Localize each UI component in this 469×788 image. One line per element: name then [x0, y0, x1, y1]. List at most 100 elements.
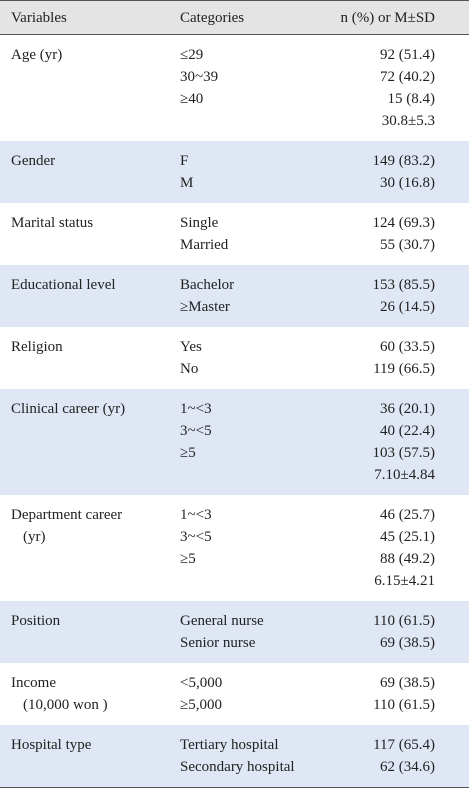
cell-line: 6.15±4.21: [374, 573, 435, 589]
cell-line: 55 (30.7): [380, 237, 435, 253]
cell-line: No: [180, 361, 199, 377]
category-cell: Bachelor ≥Master: [180, 274, 234, 318]
cell-line: 110 (61.5): [373, 613, 435, 629]
category-cell: Tertiary hospital Secondary hospital: [180, 734, 295, 778]
value-cell: 110 (61.5) 69 (38.5): [373, 610, 435, 654]
cell-line: (yr): [23, 529, 46, 545]
cell-line: 3~<5: [180, 423, 212, 439]
cell-line: <5,000: [180, 675, 223, 691]
cell-line: Income: [11, 675, 56, 691]
variable-cell: Age (yr): [11, 44, 62, 66]
cell-line: ≥5: [180, 551, 196, 567]
cell-line: 30 (16.8): [380, 175, 435, 191]
table-row: Marital status Single Married 124 (69.3) 55 …: [0, 203, 469, 265]
variable-cell: Clinical career (yr): [11, 398, 125, 420]
cell-line: ≥5,000: [180, 697, 222, 713]
cell-line: Married: [180, 237, 229, 253]
cell-line: 1~<3: [180, 401, 212, 417]
cell-line: 36 (20.1): [380, 401, 435, 417]
variable-cell: Income (10,000 won ): [11, 672, 108, 716]
header-cell: Variables: [11, 10, 67, 26]
cell-line: 110 (61.5): [373, 697, 435, 713]
cell-line: M: [180, 175, 194, 191]
value-cell: 92 (51.4) 72 (40.2) 15 (8.4) 30.8±5.3: [380, 44, 435, 132]
category-cell: <5,000 ≥5,000: [180, 672, 222, 716]
cell-line: 46 (25.7): [380, 507, 435, 523]
cell-line: Hospital type: [11, 737, 92, 753]
cell-line: Educational level: [11, 277, 116, 293]
cell-line: 92 (51.4): [380, 47, 435, 63]
cell-line: 124 (69.3): [372, 215, 436, 231]
table-row: Clinical career (yr) 1~<3 3~<5 ≥5 36 (20.1) 4…: [0, 389, 469, 495]
cell-line: Marital status: [11, 215, 94, 231]
cell-line: 45 (25.1): [380, 529, 435, 545]
cell-line: ≤29: [180, 47, 204, 63]
cell-line: 149 (83.2): [372, 153, 436, 169]
table-row: Educational level Bachelor ≥Master 153 (85.…: [0, 265, 469, 327]
value-cell: 69 (38.5) 110 (61.5): [373, 672, 435, 716]
value-cell: 117 (65.4) 62 (34.6): [373, 734, 435, 778]
cell-line: Religion: [11, 339, 63, 355]
category-cell: 1~<3 3~<5 ≥5: [180, 398, 212, 464]
variable-cell: Position: [11, 610, 60, 632]
cell-line: ≥Master: [180, 299, 230, 315]
value-cell: 149 (83.2) 30 (16.8): [373, 150, 436, 194]
value-cell: 124 (69.3) 55 (30.7): [373, 212, 436, 256]
value-cell: 46 (25.7) 45 (25.1) 88 (49.2) 6.15±4.21: [374, 504, 435, 592]
category-cell: Yes No: [180, 336, 202, 380]
table-row: Gender F M 149 (83.2) 30 (16.8): [0, 141, 469, 203]
variable-cell: Hospital type: [11, 734, 91, 756]
cell-line: (10,000 won ): [23, 697, 108, 713]
header-row: Variables Categories n (%) or M±SD: [0, 1, 469, 35]
table-row: Income (10,000 won ) <5,000 ≥5,000 69 (38.5)…: [0, 663, 469, 725]
cell-line: 62 (34.6): [380, 759, 435, 775]
category-cell: ≤29 30~39 ≥40: [180, 44, 218, 110]
category-cell: Single Married: [180, 212, 228, 256]
variable-cell: Gender: [11, 150, 55, 172]
category-cell: 1~<3 3~<5 ≥5: [180, 504, 212, 570]
cell-line: ≥40: [180, 91, 204, 107]
variable-cell: Educational level: [11, 274, 116, 296]
table-row: Hospital type Tertiary hospital Secondary …: [0, 725, 469, 787]
cell-line: Secondary hospital: [180, 759, 295, 775]
variable-cell: Marital status: [11, 212, 93, 234]
cell-line: 30~39: [180, 69, 219, 85]
cell-line: 72 (40.2): [380, 69, 435, 85]
cell-line: 7.10±4.84: [374, 467, 435, 483]
cell-line: Bachelor: [180, 277, 235, 293]
table-row: Age (yr) ≤29 30~39 ≥40 92 (51.4) 72 (40.2) 15 …: [0, 35, 469, 141]
cell-line: ≥5: [180, 445, 196, 461]
cell-line: Senior nurse: [180, 635, 256, 651]
cell-line: 30.8±5.3: [381, 113, 435, 129]
cell-line: 15 (8.4): [387, 91, 436, 107]
value-cell: 153 (85.5) 26 (14.5): [373, 274, 436, 318]
table-row: Position General nurse Senior nurse 110 (61…: [0, 601, 469, 663]
cell-line: 88 (49.2): [380, 551, 435, 567]
cell-line: Single: [180, 215, 219, 231]
cell-line: Position: [11, 613, 61, 629]
cell-line: General nurse: [180, 613, 264, 629]
cell-line: Department career: [11, 507, 123, 523]
cell-line: 1~<3: [180, 507, 212, 523]
cell-line: Tertiary hospital: [180, 737, 279, 753]
cell-line: 153 (85.5): [372, 277, 436, 293]
cell-line: 117 (65.4): [373, 737, 435, 753]
value-cell: 60 (33.5) 119 (66.5): [373, 336, 435, 380]
variable-cell: Department career (yr): [11, 504, 122, 548]
value-cell: 36 (20.1) 40 (22.4) 103 (57.5) 7.10±4.84: [373, 398, 436, 486]
cell-line: Age (yr): [11, 47, 63, 63]
cell-line: 3~<5: [180, 529, 212, 545]
cell-line: 40 (22.4): [380, 423, 435, 439]
cell-line: Clinical career (yr): [11, 401, 126, 417]
table-row: Religion Yes No 60 (33.5) 119 (66.5): [0, 327, 469, 389]
header-cell: Categories: [180, 10, 245, 26]
cell-line: 69 (38.5): [380, 635, 435, 651]
cell-line: 69 (38.5): [380, 675, 435, 691]
cell-line: Gender: [11, 153, 56, 169]
cell-line: Yes: [180, 339, 202, 355]
variable-cell: Religion: [11, 336, 63, 358]
category-cell: General nurse Senior nurse: [180, 610, 264, 654]
cell-line: F: [180, 153, 189, 169]
